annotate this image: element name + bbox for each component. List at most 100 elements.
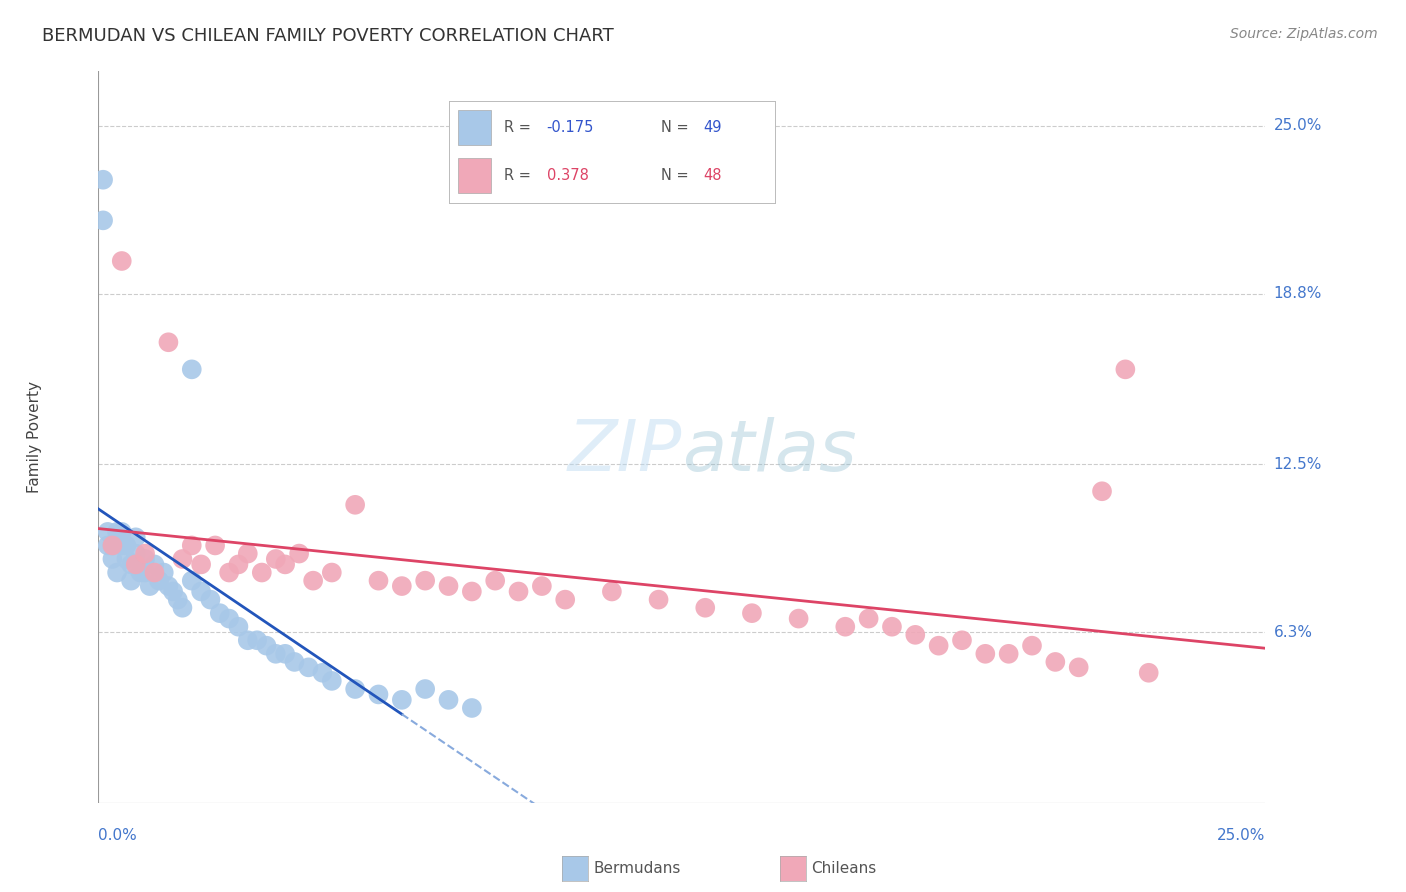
Point (1114, 362, 1136, 376)
Point (172, 552, 194, 566)
Text: 18.8%: 18.8% (1274, 286, 1322, 301)
Point (1021, 639, 1043, 653)
Point (302, 574, 325, 588)
Point (125, 558, 148, 572)
Text: 6.3%: 6.3% (1274, 624, 1313, 640)
FancyBboxPatch shape (458, 158, 491, 193)
Point (997, 647, 1019, 661)
Point (344, 498, 367, 512)
Point (105, 566, 128, 580)
Point (134, 566, 156, 580)
Point (880, 620, 903, 634)
Text: 25.0%: 25.0% (1274, 118, 1322, 133)
Text: 48: 48 (703, 168, 721, 183)
Point (134, 547, 156, 561)
Text: Chileans: Chileans (811, 862, 876, 876)
Point (115, 552, 138, 566)
Point (157, 579, 180, 593)
Text: N =: N = (661, 168, 693, 183)
Point (321, 673, 343, 688)
Text: 25.0%: 25.0% (1218, 828, 1265, 843)
Point (274, 558, 297, 572)
Text: 0.378: 0.378 (547, 168, 589, 183)
Point (256, 639, 278, 653)
Point (139, 579, 162, 593)
Point (180, 538, 202, 552)
Point (311, 665, 333, 680)
Point (508, 584, 530, 599)
Point (250, 566, 273, 580)
Text: R =: R = (505, 168, 536, 183)
Point (554, 592, 576, 607)
Point (391, 693, 413, 707)
Point (274, 647, 297, 661)
Point (143, 558, 166, 572)
Point (367, 688, 389, 702)
Text: -0.175: -0.175 (547, 120, 593, 135)
FancyBboxPatch shape (458, 110, 491, 145)
Point (1067, 660, 1090, 674)
Point (204, 538, 226, 552)
Point (1045, 655, 1067, 669)
Point (172, 600, 194, 615)
Point (91, 213, 114, 227)
Point (787, 611, 810, 625)
Point (974, 647, 997, 661)
Point (200, 592, 222, 607)
Point (157, 335, 180, 350)
Point (111, 538, 134, 552)
Point (904, 628, 927, 642)
Point (101, 538, 124, 552)
Text: 12.5%: 12.5% (1274, 457, 1322, 472)
Point (218, 566, 240, 580)
Point (111, 524, 134, 539)
Point (143, 566, 166, 580)
Point (858, 611, 880, 625)
Text: ZIP: ZIP (568, 417, 682, 486)
Point (236, 547, 259, 561)
Point (152, 566, 174, 580)
Point (530, 579, 553, 593)
Point (208, 606, 231, 620)
Point (461, 584, 484, 599)
Point (437, 579, 460, 593)
Point (950, 633, 973, 648)
Point (97, 538, 120, 552)
Point (105, 524, 128, 539)
Point (647, 592, 669, 607)
Point (600, 584, 623, 599)
Point (264, 647, 287, 661)
Point (115, 538, 138, 552)
Point (236, 633, 259, 648)
Text: R =: R = (505, 120, 536, 135)
Point (228, 620, 250, 634)
Text: Source: ZipAtlas.com: Source: ZipAtlas.com (1230, 27, 1378, 41)
Point (101, 552, 124, 566)
Point (125, 547, 148, 561)
Point (228, 558, 250, 572)
Text: BERMUDAN VS CHILEAN FAMILY POVERTY CORRELATION CHART: BERMUDAN VS CHILEAN FAMILY POVERTY CORRE… (42, 27, 614, 45)
Point (437, 693, 460, 707)
Text: atlas: atlas (682, 417, 856, 486)
Point (283, 655, 305, 669)
Point (741, 606, 763, 620)
Point (246, 633, 269, 648)
Point (928, 639, 950, 653)
Point (834, 620, 856, 634)
Point (166, 592, 188, 607)
Point (125, 530, 148, 544)
Point (91, 172, 114, 186)
Point (297, 660, 319, 674)
Text: N =: N = (661, 120, 693, 135)
Point (344, 681, 367, 696)
Text: 49: 49 (703, 120, 721, 135)
Point (321, 566, 343, 580)
Point (288, 547, 311, 561)
Point (190, 584, 212, 599)
Point (101, 538, 124, 552)
Point (120, 574, 142, 588)
Point (134, 552, 156, 566)
Point (129, 566, 152, 580)
Point (461, 701, 484, 715)
Point (484, 574, 506, 588)
